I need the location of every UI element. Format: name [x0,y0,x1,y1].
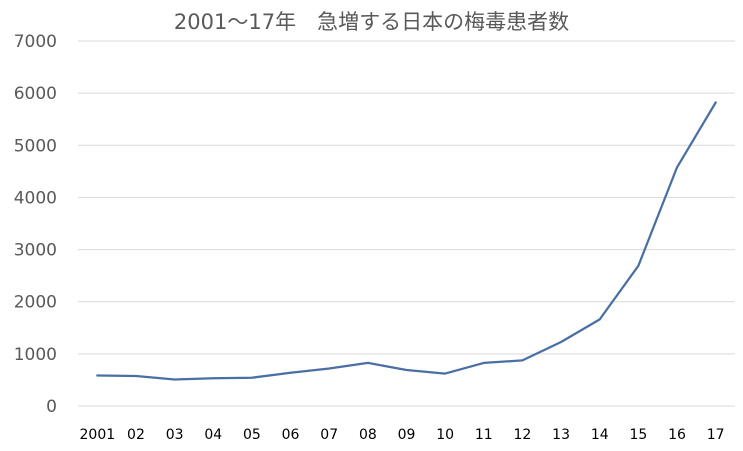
x-tick-label: 10 [436,427,454,443]
x-tick-label: 14 [591,427,609,443]
data-point [289,371,292,374]
data-point [482,361,485,364]
x-tick-label: 05 [243,427,261,443]
x-tick-label: 02 [127,427,145,443]
x-tick-label: 06 [282,427,300,443]
x-tick-label: 16 [668,427,686,443]
x-tick-label: 07 [320,427,338,443]
y-tick-label: 2000 [14,293,57,313]
y-tick-label: 4000 [14,188,57,208]
data-point [250,376,253,379]
y-tick-label: 3000 [14,241,57,261]
data-point [714,101,717,104]
data-point [96,374,99,377]
data-point [676,166,679,169]
data-point [405,368,408,371]
chart-title: 2001〜17年 急増する日本の梅毒患者数 [173,10,570,34]
x-tick-label: 04 [204,427,222,443]
data-point [366,361,369,364]
y-tick-label: 7000 [14,32,57,52]
data-point [328,367,331,370]
data-point [173,378,176,381]
x-tick-label: 08 [359,427,377,443]
x-tick-label: 15 [629,427,647,443]
x-tick-label: 11 [475,427,493,443]
x-tick-labels: 2001 02 03 04 05 06 07 08 09 10 11 12 13 14 15 16 17 [80,427,725,443]
y-tick-labels: 0 1000 2000 3000 4000 5000 6000 7000 [14,32,57,417]
data-point [444,372,447,375]
data-point [560,340,563,343]
data-point [134,375,137,378]
data-point [521,359,524,362]
x-tick-label: 13 [552,427,570,443]
series-group [96,101,717,381]
series-line-0 [96,101,717,381]
y-tick-label: 0 [46,397,57,417]
x-tick-label: 12 [514,427,532,443]
x-tick-label: 2001 [80,427,116,443]
y-tick-label: 1000 [14,345,57,365]
data-point [212,377,215,380]
x-tick-label: 09 [398,427,416,443]
x-tick-label: 03 [166,427,184,443]
gridlines [78,40,735,407]
y-tick-label: 5000 [14,136,57,156]
x-tick-label: 17 [707,427,725,443]
y-tick-label: 6000 [14,84,57,104]
data-point [637,264,640,267]
data-point [598,318,601,321]
